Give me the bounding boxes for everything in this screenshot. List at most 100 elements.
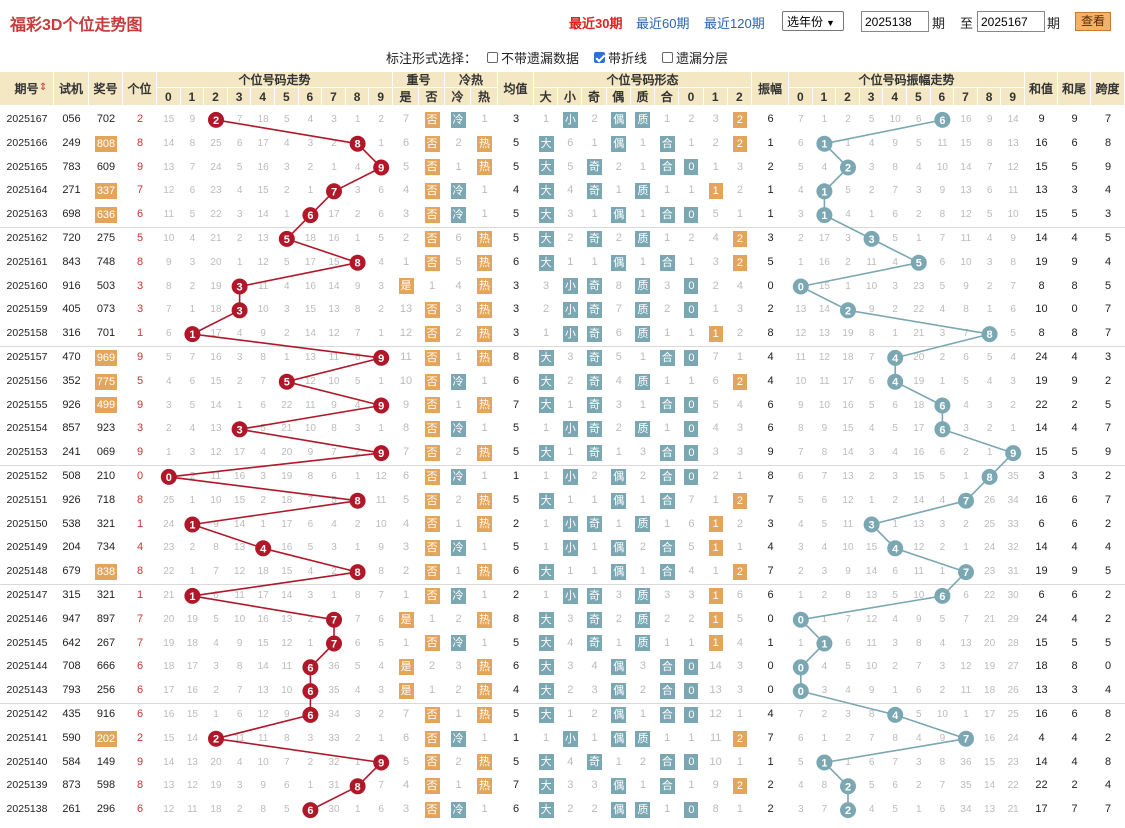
span-cell: 2 [1104,470,1112,482]
unit-trend-segment [192,571,358,597]
mod-cell-box: 1 [708,587,723,604]
repeat-cell-box: 否 [424,326,440,343]
prize-cell: 666 [96,660,116,673]
table-row: 2025155 926 499 9 3 5 14 1 6 22 11 9 4 9 否 1 热 7 大 1 奇 3 1 合 0 5 4… [0,394,1125,418]
repeat-cell: 是 [393,679,419,703]
hot-cold-omission-cell: 1 [481,731,488,744]
trend-omission-cell: 1 [189,304,196,316]
checkbox-icon[interactable] [662,52,673,63]
sort-icon[interactable]: ⇕ [39,82,48,93]
option-no-omission[interactable]: 不带遗漏数据 [487,48,579,67]
amp-omission-cell: 5 [868,399,875,411]
unit-header: 个位 [123,72,157,106]
mod-omission-cell: 1 [688,184,695,197]
amp-omission-cell: 14 [1007,114,1019,125]
issue-header[interactable]: 期号 [0,72,54,106]
form-omission-cell: 1 [615,755,622,768]
checkbox-icon[interactable] [487,52,498,63]
mod-omission-cell: 5 [736,612,743,625]
form-omission-cell: 2 [639,755,647,768]
unit-trend-segment [168,452,382,478]
form-cell: 质 [631,322,655,346]
prize-cell: 775 [89,370,123,394]
unit-trend-segment [263,547,358,573]
prize-cell: 256 [96,684,116,697]
mod-cell-box: 2 [732,564,747,581]
tail-cell: 5 [1071,636,1078,649]
form-omission-cell: 1 [543,589,550,601]
repeat-omission-cell: 8 [402,422,410,435]
amp-omission-cell: 15 [866,542,878,554]
amp-omission-cell: 1 [821,613,828,625]
mod-cell: 0 [679,156,703,180]
amp-omission-cell: 12 [960,209,972,221]
prize-cell-box: 202 [94,730,118,747]
form-cell-box: 偶 [611,492,627,509]
mod-omission-cell: 1 [712,565,719,578]
form-cell: 偶 [607,132,631,156]
issue-cell: 2025166 [6,136,48,149]
trend-omission-cell: 16 [210,352,222,363]
recent-60-link[interactable]: 最近60期 [636,16,690,31]
amp-omission-cell: 7 [868,732,875,744]
amp-cell: 7 [767,493,774,506]
mod-omission-cell: 2 [736,517,743,530]
trend-omission-cell: 14 [328,280,340,292]
view-button[interactable]: 查看 [1075,12,1111,31]
form-cell: 质 [631,179,655,203]
amp-omission-cell: 9 [939,185,946,197]
table-row: 2025145 642 267 7 19 18 4 9 15 12 1 6 5 1 否冷 1 5 大 4 奇 1 质 1 1 1… [0,632,1125,656]
sum-cell: 13 [1035,684,1048,697]
recent-30-link[interactable]: 最近30期 [569,16,623,31]
checkbox-checked-icon[interactable] [594,52,605,63]
svg-text:6: 6 [307,686,313,698]
amp-omission-cell: 8 [892,732,898,744]
tail-cell: 9 [1071,113,1078,125]
trend-omission-cell: 6 [189,375,196,387]
recent-120-link[interactable]: 最近120期 [704,16,765,31]
unit-trend-ball: 4 [255,540,272,557]
form-cell: 大 [534,441,558,465]
form-omission-cell: 2 [639,541,647,554]
repeat-omission-cell: 12 [399,327,413,340]
form-cell: 合 [655,156,679,180]
amp-omission-cell: 6 [1010,304,1016,316]
sum-cell: 14 [1035,232,1048,244]
amp-omission-cell: 2 [892,494,898,506]
span-header: 跨度 [1091,72,1125,106]
form-cell: 小 [558,465,582,489]
prize-cell: 718 [96,493,116,506]
mod-omission-cell: 1 [736,541,743,554]
amp-trend-segment [800,261,919,288]
option-layered[interactable]: 遗漏分层 [662,48,728,67]
form-omission-cell: 1 [639,493,647,506]
form-omission-cell: 3 [639,446,647,459]
from-issue-input[interactable] [861,11,929,32]
repeat-cell: 否 [419,727,445,751]
amp-omission-cell: 25 [1007,709,1019,720]
option-polyline[interactable]: 带折线 [594,48,647,67]
mod-omission-cell: 6 [688,517,695,530]
amp-omission-cell: 5 [845,185,851,197]
unit-trend-ball: 8 [349,492,366,509]
form-cell-box: 偶 [611,254,627,271]
svg-text:9: 9 [378,401,384,413]
amp-omission-cell: 2 [845,114,851,125]
repeat-cell: 否 [419,584,445,608]
sum-cell: 24 [1035,612,1048,625]
mod-cell: 0 [679,417,703,441]
to-issue-input[interactable] [977,11,1045,32]
amp-cell: 1 [767,208,774,221]
amp-cell: 6 [767,398,774,411]
repeat-omission-cell: 3 [402,541,410,554]
amp-omission-cell: 33 [1007,518,1019,530]
unit-trend-ball: 7 [326,611,342,628]
form-cell-box: 奇 [587,421,603,438]
trend-omission-cell: 17 [210,328,222,340]
repeat-cell-box: 否 [424,516,440,533]
year-select[interactable]: 选年份 ▼ [782,11,844,31]
amp-trend-ball: 4 [887,706,904,723]
avg-cell: 3 [512,327,520,340]
mod-cell-box: 1 [708,635,723,652]
mod-omission-cell: 4 [712,422,719,435]
